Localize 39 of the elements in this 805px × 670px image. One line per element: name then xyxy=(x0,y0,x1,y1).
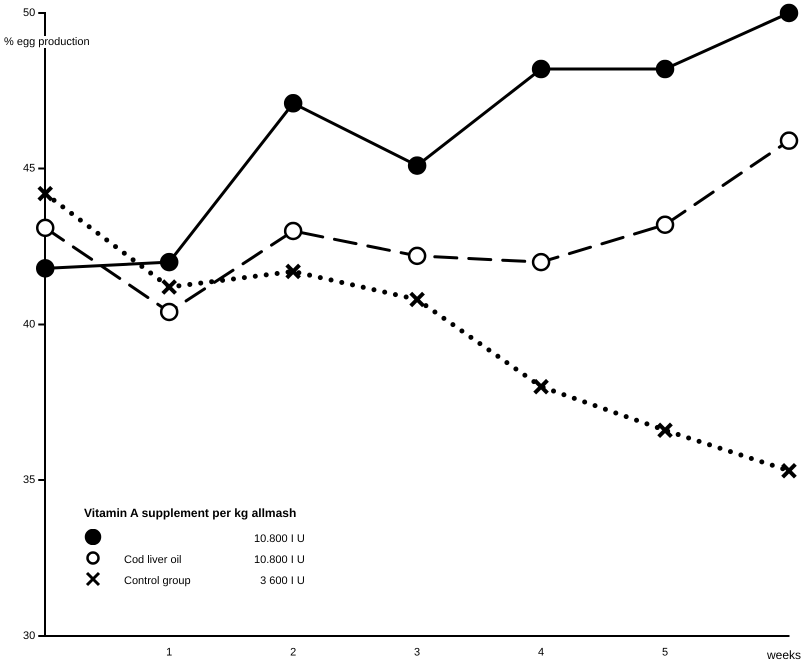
point xyxy=(284,222,302,240)
point xyxy=(284,94,302,113)
point xyxy=(408,246,426,266)
point xyxy=(408,156,426,175)
legend-label: Control group xyxy=(124,574,192,588)
point xyxy=(532,60,550,78)
point xyxy=(160,278,178,296)
y-tick-label: 30 xyxy=(22,630,36,642)
point xyxy=(780,462,798,480)
legend-label: Cod liver oil xyxy=(124,552,182,568)
point xyxy=(656,60,674,78)
x-axis-title: weeks xyxy=(766,648,801,662)
x-tick-label: 5 xyxy=(662,646,668,658)
y-tick-label: 45 xyxy=(22,162,36,175)
point xyxy=(532,252,550,272)
point xyxy=(780,131,798,150)
y-axis-title: % egg production xyxy=(2,36,92,48)
point xyxy=(656,216,674,234)
annotation: 10.800 I U xyxy=(254,532,305,546)
annotation: 10.800 I U xyxy=(254,552,305,568)
y-tick-label: 35 xyxy=(22,474,36,486)
point xyxy=(408,291,426,308)
point xyxy=(780,4,798,22)
x-tick-label: 1 xyxy=(166,646,172,658)
point xyxy=(160,302,178,322)
point xyxy=(160,252,178,272)
point xyxy=(284,263,302,280)
legend-title: Vitamin A supplement per kg allmash xyxy=(84,506,298,520)
y-tick-label: 40 xyxy=(22,318,36,330)
point xyxy=(656,422,674,439)
annotation: 3 600 I U xyxy=(259,574,305,588)
x-tick-label: 3 xyxy=(414,646,420,658)
point xyxy=(532,378,550,396)
x-tick-label: 2 xyxy=(290,646,296,658)
x-tick-label: 4 xyxy=(538,646,544,658)
point xyxy=(36,218,54,238)
point xyxy=(36,259,54,278)
y-tick-label: 50 xyxy=(22,7,36,20)
point xyxy=(36,185,54,202)
